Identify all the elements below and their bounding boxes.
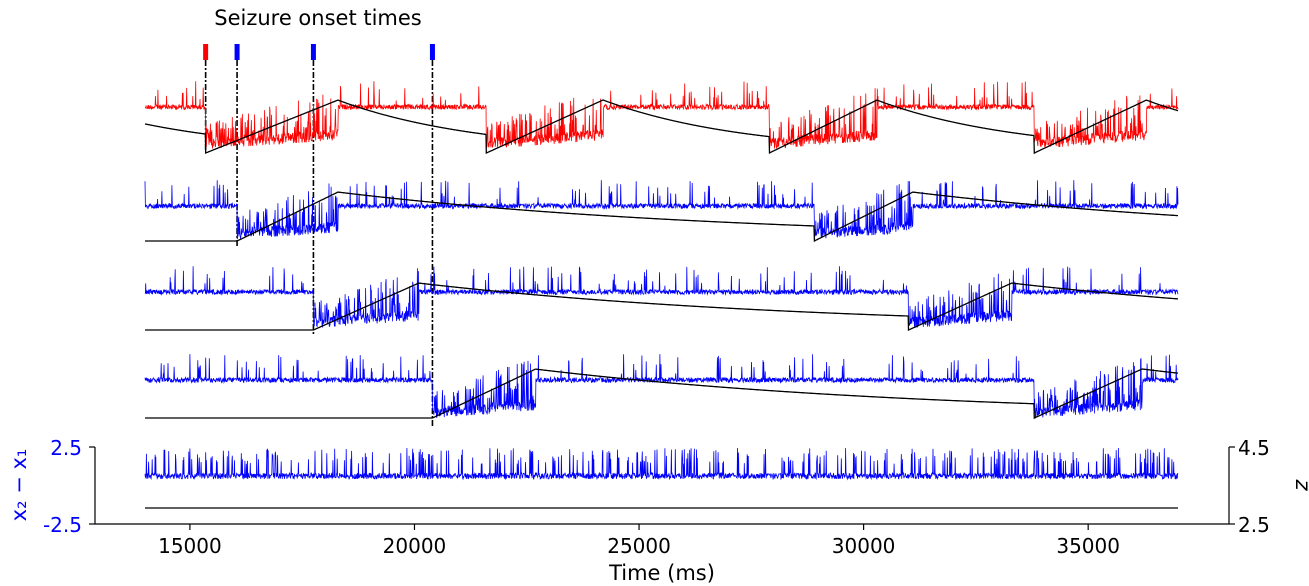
y-right-axis-label: z	[1291, 478, 1309, 491]
y-left-axis-label: x₂ − x₁	[7, 449, 31, 522]
y-left-tick-label: -2.5	[43, 513, 82, 537]
z-trace	[145, 282, 1178, 332]
onset-marker	[203, 44, 209, 60]
onset-marker	[310, 44, 316, 60]
x-axis-label: Time (ms)	[608, 561, 715, 585]
chart-title: Seizure onset times	[214, 6, 422, 30]
channel-trace	[144, 354, 1179, 419]
y-left-tick-label: 2.5	[50, 436, 82, 460]
z-trace	[145, 368, 1179, 420]
x-tick-label: 30000	[832, 534, 896, 558]
channel-trace	[144, 180, 1179, 240]
x-tick-label: 15000	[158, 534, 222, 558]
z-trace	[145, 191, 1178, 243]
onset-markers	[203, 44, 435, 60]
x-axis: Time (ms) 15000 20000 25000 30000 35000	[95, 523, 1229, 585]
channel-trace	[144, 447, 1179, 481]
y-right-tick-label: 2.5	[1238, 513, 1270, 537]
left-y-axis: 2.5 -2.5 x₂ − x₁	[7, 436, 96, 537]
onset-marker	[234, 44, 240, 60]
channel-traces	[144, 81, 1179, 509]
channel-trace	[144, 81, 1179, 149]
onset-marker	[429, 44, 435, 60]
x-tick-label: 25000	[607, 534, 671, 558]
right-y-axis: 4.5 2.5 z	[1228, 436, 1309, 537]
x-tick-label: 35000	[1056, 534, 1120, 558]
z-trace	[144, 99, 1179, 155]
x-tick-label: 20000	[383, 534, 447, 558]
channel-trace	[144, 266, 1179, 328]
y-right-tick-label: 4.5	[1238, 436, 1270, 460]
